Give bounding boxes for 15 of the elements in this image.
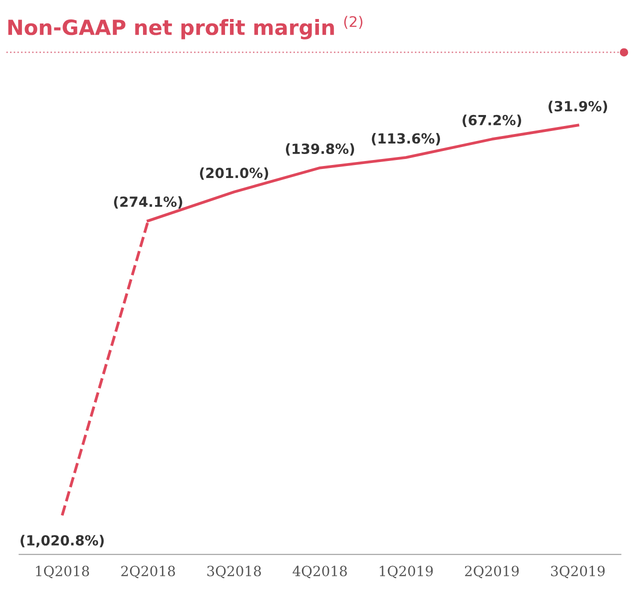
data-label: (139.8%) (286, 143, 354, 156)
x-tick-label: 1Q2018 (36, 566, 90, 578)
chart-title: Non-GAAP net profit margin $^{(2)}$ (8, 16, 362, 40)
data-label: (31.9%) (548, 100, 608, 114)
x-tick-label: 3Q2019 (551, 566, 605, 578)
x-tick-label: 4Q2018 (292, 566, 347, 578)
x-tick-label: 2Q2019 (465, 566, 519, 578)
data-label: (201.0%) (200, 167, 268, 180)
x-tick-label: 1Q2019 (380, 566, 433, 578)
x-tick-label: 3Q2018 (207, 566, 261, 578)
data-label: (1,020.8%) (20, 534, 104, 548)
data-label: (113.6%) (372, 132, 440, 146)
x-tick-label: 2Q2018 (121, 566, 175, 578)
data-label: (67.2%) (462, 114, 522, 128)
data-label: (274.1%) (114, 196, 182, 209)
